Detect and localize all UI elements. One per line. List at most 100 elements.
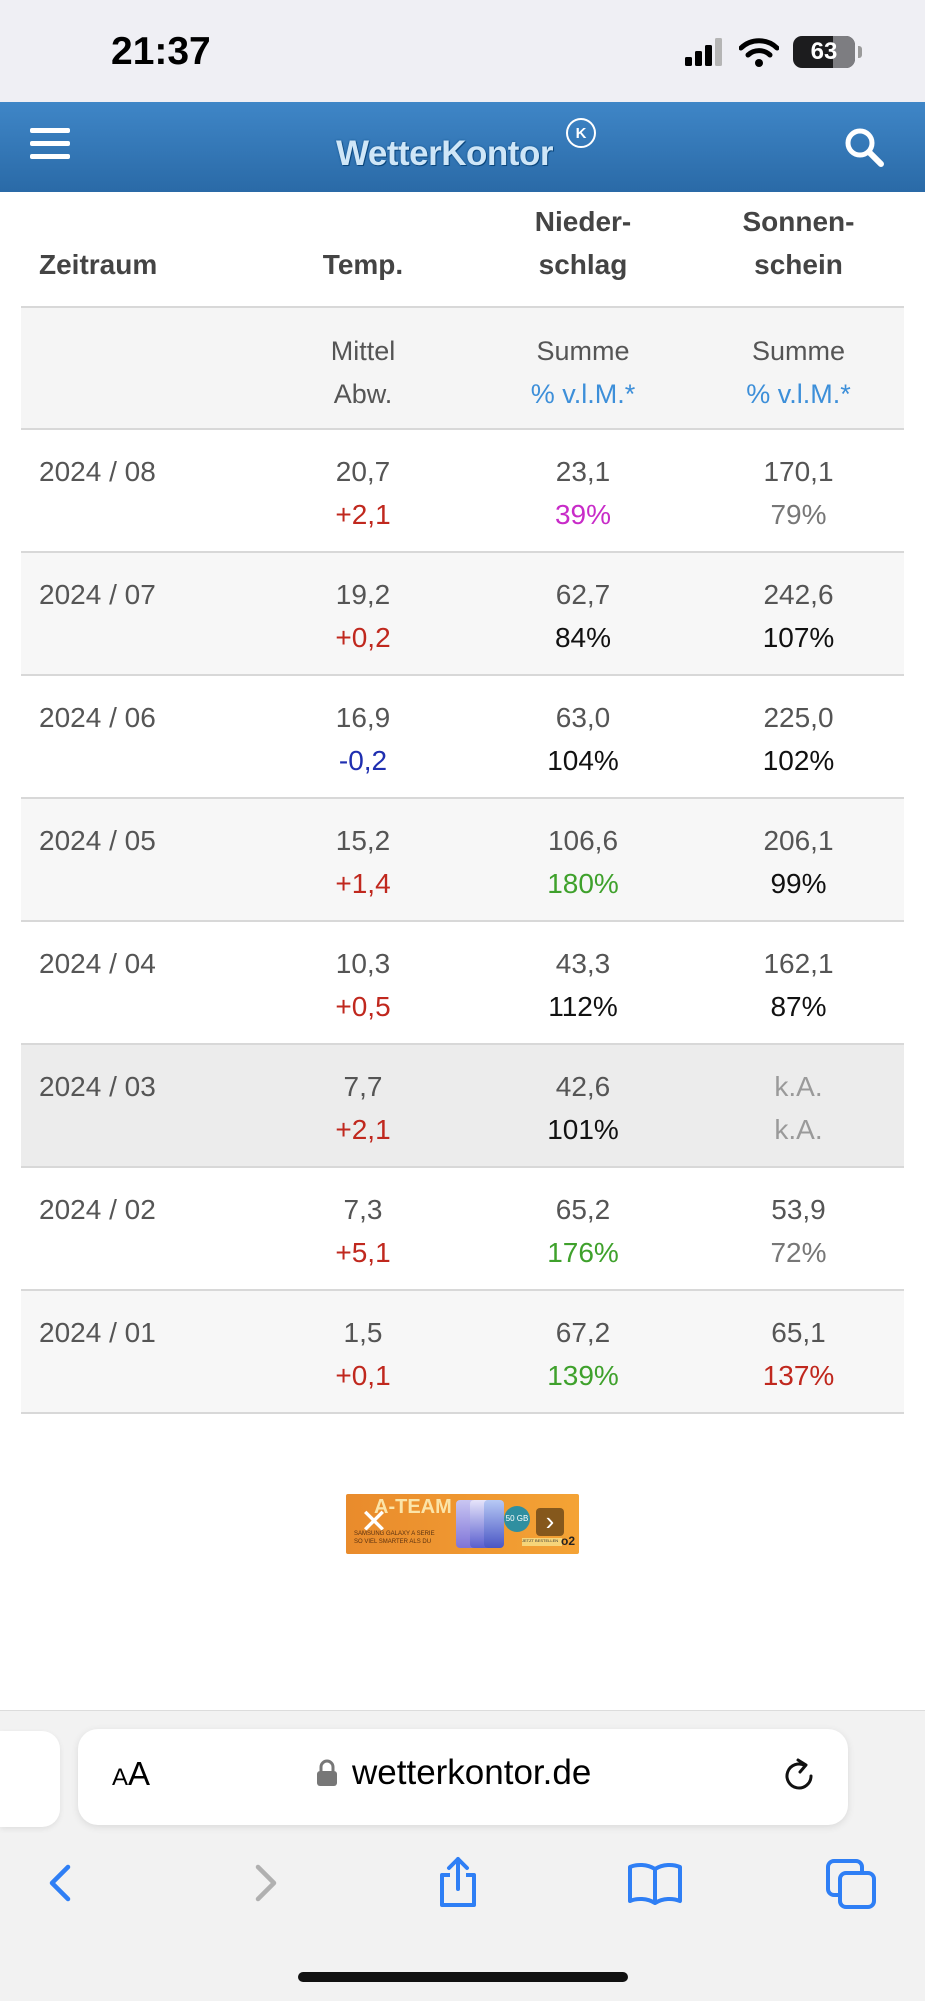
temp-mean: 1,5 (343, 1317, 383, 1348)
cellular-signal-icon (685, 38, 722, 66)
hamburger-menu-icon[interactable] (30, 128, 70, 168)
table-row: 2024 / 07 19,2 +0,2 62,7 84% 242,6 107% (21, 553, 904, 676)
period-cell: 2024 / 05 (39, 825, 156, 856)
temp-deviation: +0,5 (335, 991, 391, 1022)
sun-cell: 206,1 99% (693, 799, 904, 920)
rain-percent: 84% (554, 622, 612, 653)
sun-percent: k.A. (774, 1114, 823, 1145)
rain-sum: 42,6 (555, 1071, 611, 1102)
sun-sum: 242,6 (763, 579, 834, 610)
reader-options-button[interactable]: AA (112, 1755, 151, 1792)
sun-cell: 242,6 107% (693, 553, 904, 674)
rain-percent: 139% (547, 1360, 619, 1391)
sun-sum: 206,1 (763, 825, 834, 856)
temp-cell: 7,3 +5,1 (253, 1168, 473, 1289)
close-icon[interactable]: ✕ (359, 1503, 389, 1541)
header-zeitraum: Zeitraum (39, 249, 158, 280)
bookmarks-icon[interactable] (625, 1853, 685, 1913)
url-text: wetterkontor.de (352, 1753, 592, 1792)
temp-deviation: +1,4 (335, 868, 391, 899)
table-header-row: Zeitraum Temp. Nieder-schlag Sonnen-sche… (21, 192, 904, 308)
url-display[interactable]: wetterkontor.de (316, 1753, 591, 1793)
footnote-link[interactable]: % v.l.M.* (530, 379, 636, 409)
footnote-link[interactable]: % v.l.M.* (746, 379, 851, 409)
back-icon[interactable] (32, 1853, 92, 1913)
rain-cell: 63,0 104% (473, 676, 693, 797)
lock-icon (317, 1759, 337, 1786)
sun-sum: 170,1 (763, 456, 834, 487)
ad-banner[interactable]: A-TEAM SAMSUNG GALAXY A SERIE SO VIEL SMA… (346, 1494, 579, 1554)
ad-small-text: SAMSUNG GALAXY A SERIE SO VIEL SMARTER AL… (354, 1531, 435, 1545)
status-bar: 21:37 63 (0, 0, 925, 102)
table-row: 2024 / 05 15,2 +1,4 106,6 180% 206,1 99% (21, 799, 904, 922)
subheader-sonnenschein: Summe% v.l.M.* (746, 336, 851, 409)
sun-cell: 53,9 72% (693, 1168, 904, 1289)
temp-mean: 7,3 (343, 1194, 383, 1225)
rain-sum: 23,1 (555, 456, 611, 487)
ad-cta: JETZT BESTELLEN (522, 1538, 562, 1546)
status-icons: 63 (685, 36, 862, 68)
temp-deviation: +5,1 (335, 1237, 391, 1268)
temp-mean: 20,7 (335, 456, 391, 487)
share-icon[interactable] (428, 1853, 488, 1913)
temp-deviation: +0,2 (335, 622, 391, 653)
wifi-icon (739, 38, 779, 67)
ad-brand-logo: o2 (560, 1534, 575, 1548)
temp-cell: 19,2 +0,2 (253, 553, 473, 674)
header-niederschlag: Nieder-schlag (534, 206, 632, 280)
sun-sum: 53,9 (771, 1194, 826, 1225)
forward-icon[interactable] (234, 1853, 294, 1913)
period-cell: 2024 / 06 (39, 702, 156, 733)
sun-percent: 99% (770, 868, 827, 899)
subheader-niederschlag: Summe% v.l.M.* (530, 336, 636, 409)
rain-percent: 180% (547, 868, 619, 899)
rain-cell: 43,3 112% (473, 922, 693, 1043)
wetterkontor-logo[interactable]: WetterKontor K (336, 116, 596, 176)
period-cell: 2024 / 04 (39, 948, 156, 979)
temp-deviation: -0,2 (338, 745, 388, 776)
chevron-right-icon[interactable]: › (536, 1508, 564, 1536)
ad-phone-image (484, 1500, 504, 1548)
sun-sum: 225,0 (763, 702, 834, 733)
sun-cell: 65,1 137% (693, 1291, 904, 1412)
period-cell: 2024 / 02 (39, 1194, 156, 1225)
sun-percent: 102% (762, 745, 835, 776)
battery-icon: 63 (793, 36, 862, 68)
rain-cell: 23,1 39% (473, 430, 693, 551)
rain-cell: 67,2 139% (473, 1291, 693, 1412)
rain-cell: 65,2 176% (473, 1168, 693, 1289)
temp-mean: 15,2 (335, 825, 391, 856)
sun-cell: k.A. k.A. (693, 1045, 904, 1166)
sun-sum: 162,1 (763, 948, 834, 979)
temp-cell: 1,5 +0,1 (253, 1291, 473, 1412)
temp-deviation: +2,1 (335, 1114, 391, 1145)
rain-percent: 176% (547, 1237, 619, 1268)
previous-tab-preview[interactable] (0, 1731, 60, 1827)
address-bar[interactable]: AA wetterkontor.de (78, 1729, 848, 1825)
sun-cell: 162,1 87% (693, 922, 904, 1043)
sun-percent: 137% (762, 1360, 835, 1391)
tabs-icon[interactable] (822, 1853, 882, 1913)
rain-percent: 104% (547, 745, 619, 776)
rain-sum: 106,6 (547, 825, 619, 856)
sun-sum: 65,1 (771, 1317, 826, 1348)
header-temp: Temp. (322, 249, 404, 280)
battery-level: 63 (810, 38, 838, 65)
table-row: 2024 / 02 7,3 +5,1 65,2 176% 53,9 72% (21, 1168, 904, 1291)
table-row: 2024 / 01 1,5 +0,1 67,2 139% 65,1 137% (21, 1291, 904, 1414)
climate-table: Zeitraum Temp. Nieder-schlag Sonnen-sche… (21, 192, 904, 1414)
rain-sum: 65,2 (555, 1194, 611, 1225)
period-cell: 2024 / 08 (39, 456, 156, 487)
reload-icon[interactable] (778, 1755, 820, 1797)
sun-sum: k.A. (774, 1071, 823, 1102)
sun-percent: 107% (762, 622, 835, 653)
search-icon[interactable] (843, 126, 885, 168)
ad-title: A-TEAM (374, 1496, 452, 1518)
ad-badge: 50 GB (504, 1506, 530, 1532)
home-indicator (298, 1972, 628, 1982)
subheader-temp: Mittel Abw. (330, 336, 396, 409)
period-cell: 2024 / 01 (39, 1317, 156, 1348)
temp-deviation: +2,1 (335, 499, 391, 530)
header-sonnenschein: Sonnen-schein (742, 206, 855, 280)
sun-percent: 87% (770, 991, 827, 1022)
